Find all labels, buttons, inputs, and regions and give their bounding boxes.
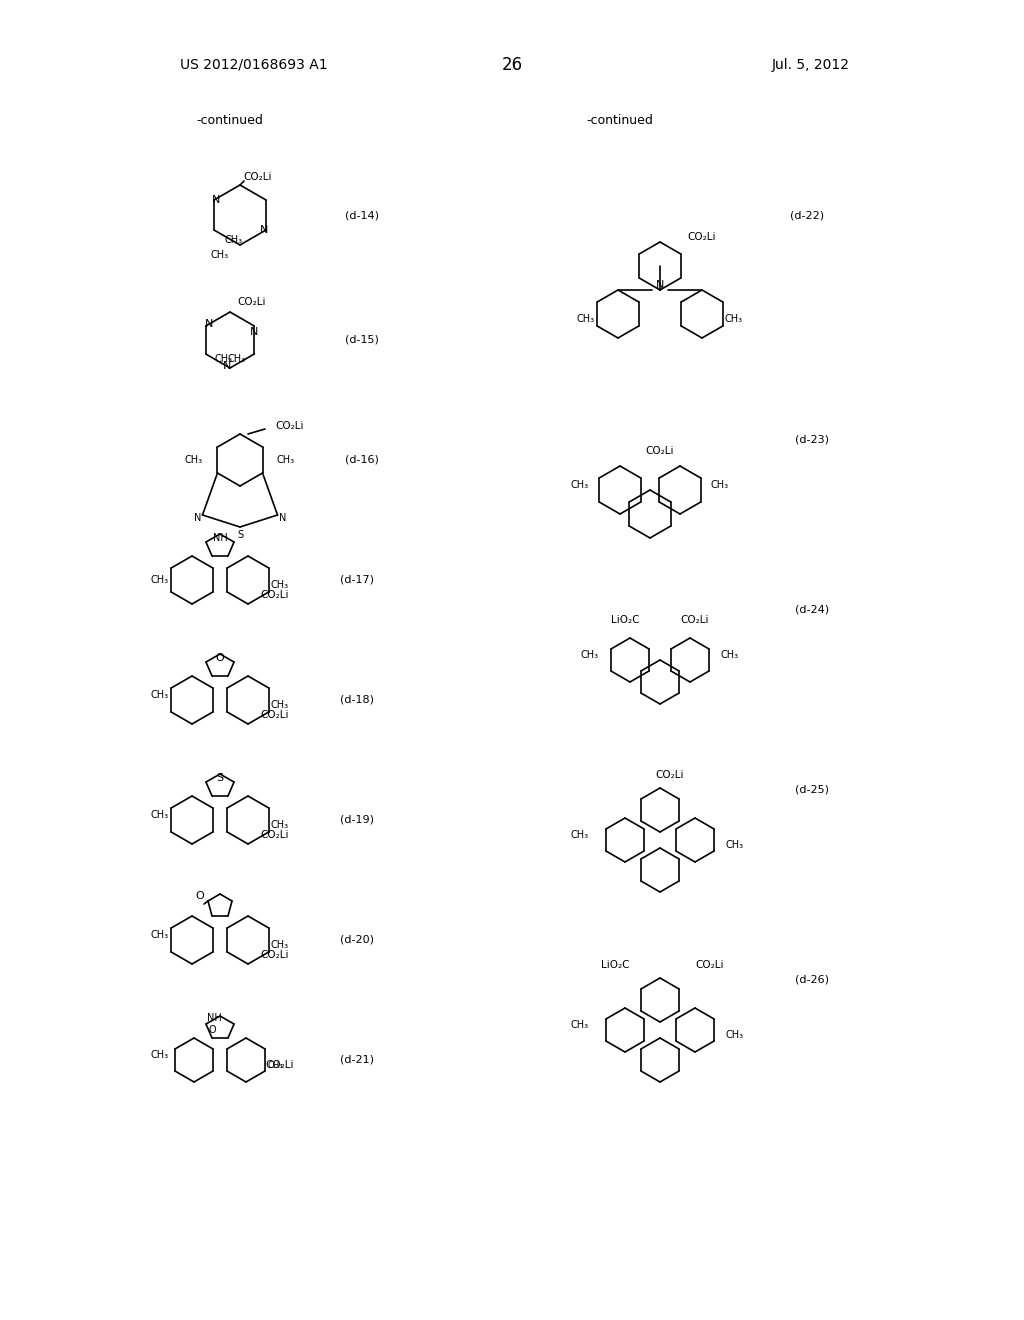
- Text: LiO₂C: LiO₂C: [610, 615, 639, 624]
- Text: CH₃: CH₃: [581, 649, 599, 660]
- Text: CO₂Li: CO₂Li: [695, 960, 724, 970]
- Text: CO₂Li: CO₂Li: [681, 615, 710, 624]
- Text: (d-19): (d-19): [340, 814, 374, 825]
- Text: CH₃: CH₃: [271, 579, 289, 590]
- Text: O: O: [216, 653, 224, 663]
- Text: CH₃: CH₃: [151, 1049, 169, 1060]
- Text: CH₃: CH₃: [271, 940, 289, 950]
- Text: CH₃: CH₃: [571, 830, 589, 840]
- Text: CH₃: CH₃: [185, 455, 203, 465]
- Text: CO₂Li: CO₂Li: [261, 830, 289, 840]
- Text: (d-14): (d-14): [345, 210, 379, 220]
- Text: N: N: [194, 513, 201, 523]
- Text: CH₃: CH₃: [151, 931, 169, 940]
- Text: CH₃: CH₃: [726, 840, 744, 850]
- Text: CH₃: CH₃: [571, 480, 589, 490]
- Text: (d-15): (d-15): [345, 335, 379, 345]
- Text: O: O: [208, 1026, 216, 1035]
- Text: CO₂Li: CO₂Li: [655, 770, 684, 780]
- Text: S: S: [237, 531, 243, 540]
- Text: CH₃: CH₃: [151, 810, 169, 820]
- Text: (d-17): (d-17): [340, 576, 374, 585]
- Text: N: N: [655, 280, 665, 290]
- Text: LiO₂C: LiO₂C: [601, 960, 630, 970]
- Text: (d-26): (d-26): [795, 975, 829, 985]
- Text: CH₃: CH₃: [726, 1030, 744, 1040]
- Text: 26: 26: [502, 55, 522, 74]
- Text: (d-20): (d-20): [340, 935, 374, 945]
- Text: CH₃: CH₃: [571, 1020, 589, 1030]
- Text: Jul. 5, 2012: Jul. 5, 2012: [772, 58, 850, 73]
- Text: (d-24): (d-24): [795, 605, 829, 615]
- Text: S: S: [216, 774, 223, 783]
- Text: (d-22): (d-22): [790, 210, 824, 220]
- Text: CO₂Li: CO₂Li: [275, 421, 304, 432]
- Text: N: N: [250, 327, 258, 337]
- Text: N: N: [212, 195, 220, 205]
- Text: CH₃: CH₃: [271, 820, 289, 830]
- Text: CH₃: CH₃: [577, 314, 595, 323]
- Text: N: N: [205, 319, 213, 329]
- Text: CO₂Li: CO₂Li: [688, 232, 716, 242]
- Text: CO₂Li: CO₂Li: [261, 710, 289, 719]
- Text: CO₂Li: CO₂Li: [261, 590, 289, 601]
- Text: CH₃: CH₃: [267, 1060, 283, 1069]
- Text: N: N: [260, 224, 268, 235]
- Text: -continued: -continued: [587, 114, 653, 127]
- Text: CO₂Li: CO₂Li: [244, 172, 272, 182]
- Text: O: O: [196, 891, 205, 902]
- Text: CH₃: CH₃: [711, 480, 729, 490]
- Text: -continued: -continued: [197, 114, 263, 127]
- Text: (d-23): (d-23): [795, 436, 829, 445]
- Text: CH₃: CH₃: [215, 354, 232, 364]
- Text: (d-18): (d-18): [340, 696, 374, 705]
- Text: (d-25): (d-25): [795, 785, 829, 795]
- Text: N: N: [223, 360, 231, 371]
- Text: CH₃: CH₃: [211, 249, 229, 260]
- Text: US 2012/0168693 A1: US 2012/0168693 A1: [180, 58, 328, 73]
- Text: CH₃: CH₃: [151, 690, 169, 700]
- Text: CO₂Li: CO₂Li: [646, 446, 674, 455]
- Text: N: N: [279, 513, 286, 523]
- Text: CO₂Li: CO₂Li: [238, 297, 266, 308]
- Text: CH₃: CH₃: [225, 235, 243, 246]
- Text: NH: NH: [207, 1012, 221, 1023]
- Text: CH₃: CH₃: [721, 649, 739, 660]
- Text: CH₃: CH₃: [725, 314, 743, 323]
- Text: CH₃: CH₃: [227, 354, 246, 364]
- Text: CO₂Li: CO₂Li: [261, 950, 289, 960]
- Text: (d-16): (d-16): [345, 455, 379, 465]
- Text: CH₃: CH₃: [276, 455, 295, 465]
- Text: CO₂Li: CO₂Li: [266, 1060, 294, 1071]
- Text: CH₃: CH₃: [271, 700, 289, 710]
- Text: CH₃: CH₃: [151, 576, 169, 585]
- Text: NH: NH: [213, 533, 227, 543]
- Text: (d-21): (d-21): [340, 1055, 374, 1065]
